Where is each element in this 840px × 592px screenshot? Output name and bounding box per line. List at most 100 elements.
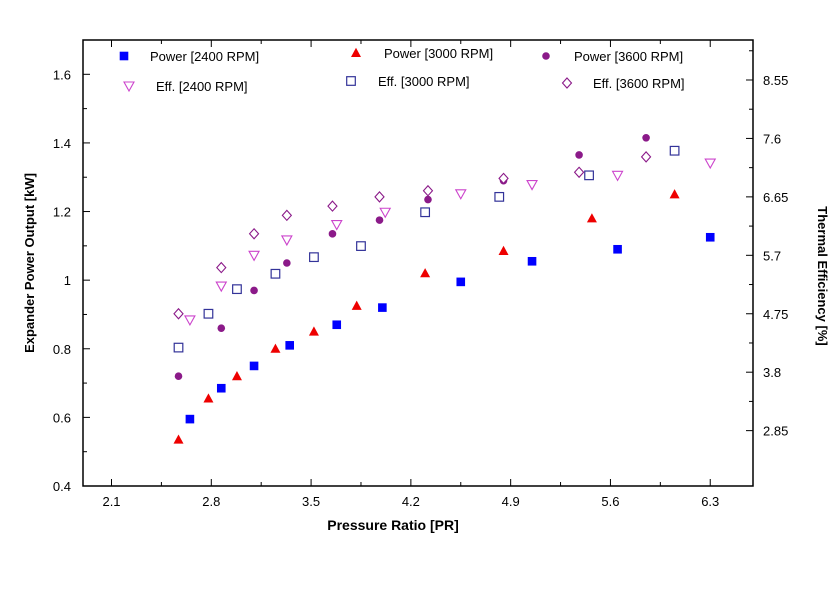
series-5 — [173, 151, 652, 320]
data-point — [203, 393, 214, 403]
y2-tick-label: 2.85 — [763, 424, 788, 439]
legend-marker — [119, 51, 129, 61]
legend-label: Eff. [3000 RPM] — [378, 74, 470, 89]
x-tick-label: 4.2 — [402, 494, 420, 509]
data-point — [231, 371, 242, 381]
data-point — [215, 281, 228, 293]
data-point — [375, 216, 384, 224]
y2-tick-label: 8.55 — [763, 73, 788, 88]
data-point — [248, 250, 260, 262]
data-point — [285, 341, 295, 350]
data-point — [217, 324, 226, 332]
data-point — [183, 315, 196, 327]
data-point — [642, 133, 650, 142]
data-point — [527, 256, 537, 266]
data-point — [378, 303, 387, 312]
data-point — [330, 220, 343, 231]
legend-label: Eff. [2400 RPM] — [156, 79, 248, 94]
data-point — [705, 232, 715, 242]
y2-axis-ticks: 2.85 3.8 4.75 5.7 6.65 7.6 8.55 — [746, 50, 788, 439]
legend-label: Power [3600 RPM] — [574, 49, 683, 64]
y2-tick-label: 3.8 — [763, 365, 781, 380]
y-tick-label: 1 — [64, 273, 71, 288]
legend-marker — [561, 77, 573, 89]
data-point — [584, 170, 594, 181]
series-2 — [174, 133, 650, 381]
legend-marker — [351, 47, 361, 57]
x-axis-ticks: 2.1 2.8 3.5 4.2 4.9 5.6 6.3 — [102, 40, 719, 509]
data-point — [669, 189, 680, 199]
data-point — [270, 268, 281, 279]
data-point — [611, 170, 624, 182]
x-tick-label: 5.6 — [601, 494, 619, 509]
data-point — [456, 277, 466, 287]
data-point — [573, 166, 585, 179]
y2-tick-label: 4.75 — [763, 307, 788, 322]
y2-tick-label: 5.7 — [763, 248, 781, 263]
legend-label: Eff. [3600 RPM] — [593, 76, 685, 91]
y-tick-label: 1.2 — [53, 205, 71, 220]
data-point — [374, 191, 385, 203]
data-point — [232, 284, 242, 295]
legend-label: Power [3000 RPM] — [384, 46, 493, 61]
data-point — [379, 207, 392, 219]
y-axis-title: Expander Power Output [kW] — [22, 173, 37, 353]
data-point — [586, 213, 597, 223]
y2-tick-label: 7.6 — [763, 131, 781, 146]
data-point — [281, 209, 293, 222]
data-point — [494, 191, 505, 202]
data-point — [424, 195, 432, 204]
data-point — [173, 434, 184, 444]
data-point — [704, 158, 717, 170]
series-0 — [185, 232, 715, 424]
y-axis-ticks: 0.4 0.6 0.8 1 1.2 1.4 1.6 — [53, 39, 90, 494]
data-point — [454, 189, 467, 200]
plot-area — [82, 39, 754, 487]
data-point — [669, 145, 680, 156]
data-point — [249, 361, 259, 371]
data-point — [575, 151, 583, 159]
legend-marker — [123, 81, 135, 93]
data-point — [280, 235, 293, 247]
y-tick-label: 0.8 — [53, 342, 71, 357]
data-markers — [173, 133, 717, 444]
data-point — [308, 326, 319, 336]
y2-tick-label: 6.65 — [763, 190, 788, 205]
data-point — [332, 320, 342, 330]
data-point — [328, 230, 337, 238]
x-tick-label: 4.9 — [502, 494, 520, 509]
data-point — [526, 180, 538, 191]
x-tick-label: 2.8 — [202, 494, 220, 509]
data-point — [173, 307, 184, 320]
data-point — [250, 286, 258, 295]
legend-marker — [542, 52, 550, 60]
data-point — [498, 245, 509, 255]
legend-marker — [346, 76, 356, 86]
data-point — [203, 308, 214, 319]
data-point — [248, 227, 260, 240]
data-point — [356, 241, 366, 251]
data-point — [216, 383, 226, 393]
series-3 — [183, 158, 717, 327]
data-point — [420, 207, 431, 218]
y-tick-label: 0.6 — [53, 410, 71, 425]
y2-axis-title: Thermal Efficiency [%] — [815, 206, 830, 345]
data-point — [613, 244, 622, 254]
data-point — [309, 252, 319, 263]
data-point — [283, 259, 291, 267]
x-axis-title: Pressure Ratio [PR] — [327, 517, 458, 533]
y-tick-label: 1.6 — [53, 67, 71, 82]
x-tick-label: 2.1 — [102, 494, 120, 509]
data-point — [173, 342, 184, 353]
y-tick-label: 0.4 — [53, 479, 71, 494]
data-point — [420, 268, 431, 278]
data-point — [422, 184, 434, 197]
legend-label: Power [2400 RPM] — [150, 49, 259, 64]
data-point — [270, 343, 281, 353]
x-tick-label: 3.5 — [302, 494, 320, 509]
series-4 — [173, 145, 680, 353]
series-1 — [173, 189, 680, 444]
data-point — [351, 300, 362, 310]
